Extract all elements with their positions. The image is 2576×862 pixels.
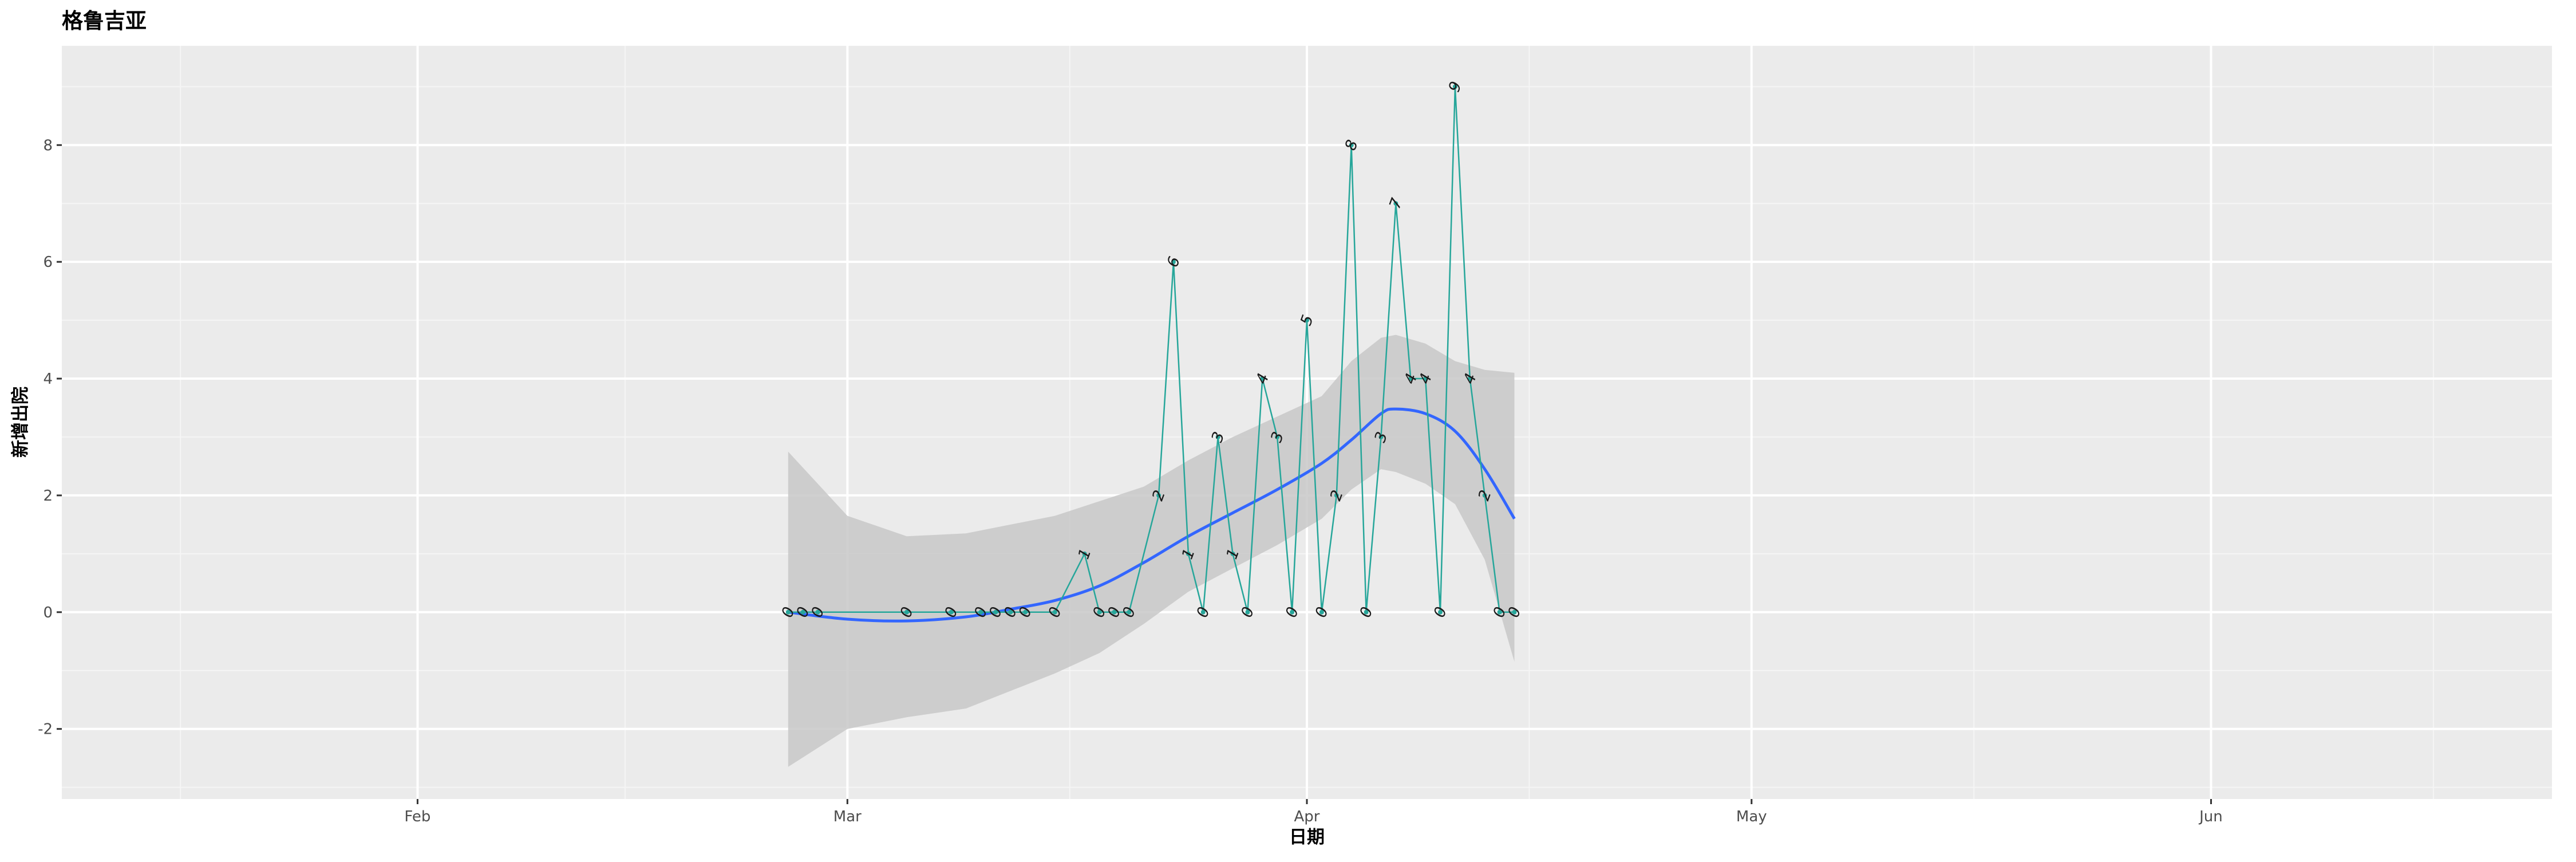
data-point — [1200, 609, 1206, 615]
x-tick-label: May — [1736, 808, 1767, 825]
data-point — [1378, 434, 1384, 439]
data-series-layer — [785, 84, 1517, 615]
data-point — [1245, 609, 1250, 615]
x-tick-label: Apr — [1294, 808, 1320, 825]
smooth-trend-line — [788, 407, 1516, 623]
data-point — [1512, 609, 1517, 615]
data-point — [785, 609, 791, 615]
y-tick-label: 0 — [43, 604, 53, 621]
data-point — [1423, 376, 1428, 381]
y-tick-label: 4 — [43, 371, 53, 388]
x-tick-label: Feb — [404, 808, 430, 825]
smooth-line-layer — [788, 407, 1516, 623]
data-point — [1497, 609, 1502, 615]
data-point — [904, 609, 909, 615]
y-axis-ticks: -2 0 2 4 6 8 — [38, 137, 62, 738]
data-point — [1127, 609, 1132, 615]
data-point — [1186, 551, 1191, 556]
data-point — [1275, 434, 1280, 439]
y-tick-label: -2 — [38, 721, 53, 738]
x-tick-label: Jun — [2198, 808, 2223, 825]
data-point — [1364, 609, 1369, 615]
y-tick-label: 6 — [43, 254, 53, 271]
data-point — [1305, 318, 1309, 323]
data-point — [1171, 259, 1176, 265]
confidence-band — [788, 334, 1515, 767]
chart-title: 格鲁吉亚 — [62, 9, 147, 33]
data-point — [1438, 609, 1443, 615]
y-tick-label: 8 — [43, 137, 53, 154]
grid-major — [62, 46, 2552, 799]
data-point — [1408, 376, 1413, 381]
data-point — [1156, 493, 1161, 498]
x-axis-ticks: Feb Mar Apr May Jun — [404, 799, 2223, 825]
data-point — [1393, 201, 1398, 206]
data-point — [1082, 551, 1087, 556]
y-axis-label: 新增出院 — [10, 387, 31, 458]
data-point — [1349, 143, 1354, 148]
data-point — [1452, 84, 1457, 89]
data-point — [978, 609, 983, 615]
data-point — [1230, 551, 1235, 556]
data-point — [1097, 609, 1102, 615]
data-point — [1319, 609, 1324, 615]
data-point — [1290, 609, 1295, 615]
y-tick-label: 2 — [43, 487, 53, 505]
data-point — [1260, 376, 1265, 381]
data-point — [1008, 609, 1013, 615]
data-point — [1482, 493, 1487, 498]
data-point — [949, 609, 954, 615]
data-point — [1052, 609, 1057, 615]
data-point — [800, 609, 805, 615]
data-point — [1112, 609, 1117, 615]
x-axis-label: 日期 — [1289, 827, 1325, 848]
data-point — [1467, 376, 1472, 381]
data-point — [1215, 434, 1220, 439]
data-point — [1334, 493, 1339, 498]
x-tick-label: Mar — [833, 808, 862, 825]
data-point — [1023, 609, 1028, 615]
confidence-band-layer — [788, 334, 1515, 767]
data-point — [993, 609, 998, 615]
data-point — [815, 609, 820, 615]
